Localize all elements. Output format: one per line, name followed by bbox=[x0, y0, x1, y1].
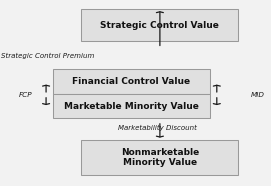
Text: Nonmarketable
Minority Value: Nonmarketable Minority Value bbox=[121, 148, 199, 167]
Text: Financial Control Value: Financial Control Value bbox=[72, 77, 191, 86]
Text: Marketable Minority Value: Marketable Minority Value bbox=[64, 102, 199, 110]
Text: Strategic Control Value: Strategic Control Value bbox=[101, 21, 219, 30]
FancyBboxPatch shape bbox=[53, 94, 210, 118]
Text: MID: MID bbox=[250, 92, 264, 98]
FancyBboxPatch shape bbox=[81, 140, 238, 175]
Text: FCP: FCP bbox=[19, 92, 33, 98]
FancyBboxPatch shape bbox=[53, 69, 210, 94]
Text: Marketability Discount: Marketability Discount bbox=[118, 125, 197, 131]
FancyBboxPatch shape bbox=[81, 9, 238, 41]
Text: Strategic Control Premium: Strategic Control Premium bbox=[1, 53, 95, 59]
